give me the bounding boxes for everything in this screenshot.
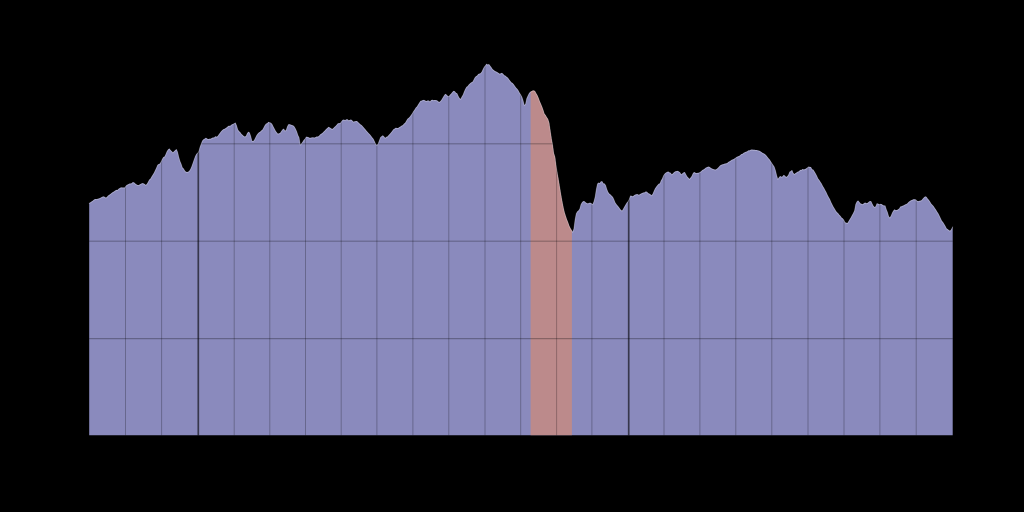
value-gridlines (89, 143, 953, 340)
area-fill (89, 63, 953, 436)
year-gridlines (197, 40, 630, 436)
month-gridlines (125, 40, 917, 436)
crash-highlight-band (530, 90, 572, 436)
series-line (88, 63, 954, 233)
